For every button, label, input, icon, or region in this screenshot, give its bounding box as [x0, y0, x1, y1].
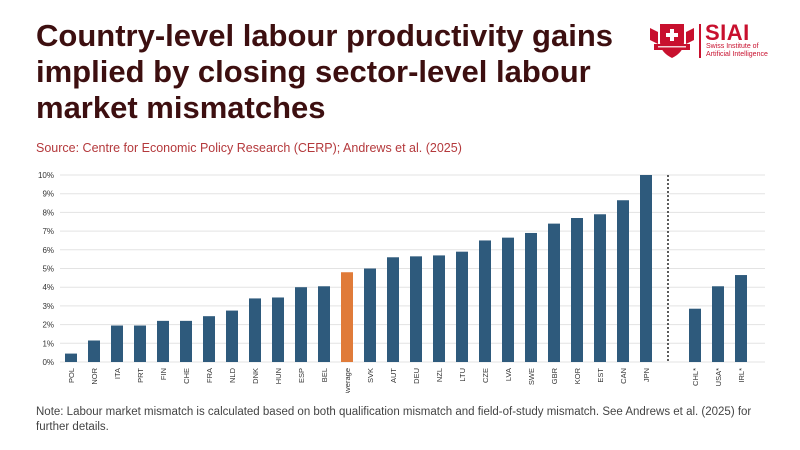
x-tick-label: GBR [550, 367, 559, 384]
x-tick-label: CHL* [691, 368, 700, 386]
bar-nld [226, 310, 238, 362]
x-tick-label: BEL [320, 368, 329, 382]
bar-fra [203, 316, 215, 362]
x-tick-label: CAN [619, 368, 628, 384]
chart-source: Source: Centre for Economic Policy Resea… [36, 141, 462, 155]
bar-average [341, 272, 353, 362]
logo-name: SIAI [705, 20, 750, 45]
logo-subtitle-line2: Artificial Intelligence [706, 51, 768, 58]
y-tick-label: 5% [42, 265, 54, 274]
x-tick-label: ITA [113, 368, 122, 379]
siai-logo[interactable]: SIAI Swiss Institute of Artificial Intel… [648, 20, 778, 62]
x-tick-label: NZL [435, 368, 444, 382]
y-tick-label: 4% [42, 283, 54, 292]
bar-cze [479, 240, 491, 362]
y-tick-label: 3% [42, 302, 54, 311]
bar-lva [502, 237, 514, 362]
y-tick-label: 6% [42, 246, 54, 255]
x-axis-ticks: POL NOR ITA PRT FIN CHE FRA NLD DNK HUN ESP BEL Aver… [67, 367, 746, 393]
x-tick-label: NOR [90, 367, 99, 384]
x-tick-label: DNK [251, 368, 260, 384]
bar-bel [318, 286, 330, 362]
x-tick-label: ESP [297, 368, 306, 383]
x-tick-label: IRL* [737, 368, 746, 383]
chart-note: Note: Labour market mismatch is calculat… [36, 406, 752, 433]
bar-deu [410, 256, 422, 362]
x-tick-label: Average [343, 368, 352, 393]
bar-che [180, 320, 192, 362]
x-tick-label: DEU [412, 368, 421, 384]
x-tick-label: LTU [458, 368, 467, 382]
logo-subtitle: Swiss Institute of Artificial Intelligen… [706, 43, 786, 59]
x-tick-label: NLD [228, 367, 237, 383]
bar-aut [387, 257, 399, 362]
y-tick-label: 10% [38, 171, 54, 180]
x-tick-label: HUN [274, 368, 283, 384]
bar-hun [272, 297, 284, 362]
y-tick-label: 2% [42, 321, 54, 330]
x-tick-label: SVK [366, 368, 375, 383]
x-tick-label: USA* [714, 368, 723, 386]
bar-prt [134, 325, 146, 362]
x-tick-label: EST [596, 368, 605, 383]
bar-esp [295, 287, 307, 362]
y-tick-label: 8% [42, 208, 54, 217]
bar-pol [65, 353, 77, 362]
bar-dnk [249, 298, 261, 362]
bar-jpn [640, 175, 652, 362]
bar-can [617, 200, 629, 362]
bar-nzl [433, 255, 445, 362]
x-tick-label: KOR [573, 367, 582, 384]
x-tick-label: PRT [136, 368, 145, 383]
x-tick-label: FIN [159, 368, 168, 380]
bar-nor [88, 340, 100, 362]
x-tick-label: LVA [504, 368, 513, 381]
x-tick-label: FRA [205, 368, 214, 383]
bar-fin [157, 320, 169, 362]
x-tick-label: CHE [182, 368, 191, 384]
logo-subtitle-line1: Swiss Institute of [706, 43, 759, 50]
bar-chl [689, 308, 701, 362]
bar-ita [111, 325, 123, 362]
x-tick-label: SWE [527, 368, 536, 385]
logo-divider [699, 24, 701, 58]
bar-gbr [548, 223, 560, 362]
y-tick-label: 7% [42, 227, 54, 236]
x-tick-label: POL [67, 368, 76, 383]
x-tick-label: CZE [481, 368, 490, 383]
swiss-cross-shield-icon [650, 24, 694, 58]
y-axis-ticks: 0% 1% 2% 3% 4% 5% 6% 7% 8% 9% 10% [38, 171, 54, 367]
bar-svk [364, 268, 376, 362]
chart-title: Country-level labour productivity gains … [36, 18, 614, 125]
bar-ltu [456, 251, 468, 362]
bar-irl [735, 275, 747, 362]
bar-kor [571, 218, 583, 362]
bar-swe [525, 232, 537, 362]
bars [65, 175, 747, 362]
x-tick-label: AUT [389, 368, 398, 383]
y-tick-label: 0% [42, 358, 54, 367]
bar-usa [712, 286, 724, 362]
bar-est [594, 214, 606, 362]
y-tick-label: 9% [42, 190, 54, 199]
x-tick-label: JPN [642, 368, 651, 382]
y-tick-label: 1% [42, 339, 54, 348]
bar-chart: 0% 1% 2% 3% 4% 5% 6% 7% 8% 9% 10% POL NOR ITA PRT FIN C… [38, 171, 765, 393]
